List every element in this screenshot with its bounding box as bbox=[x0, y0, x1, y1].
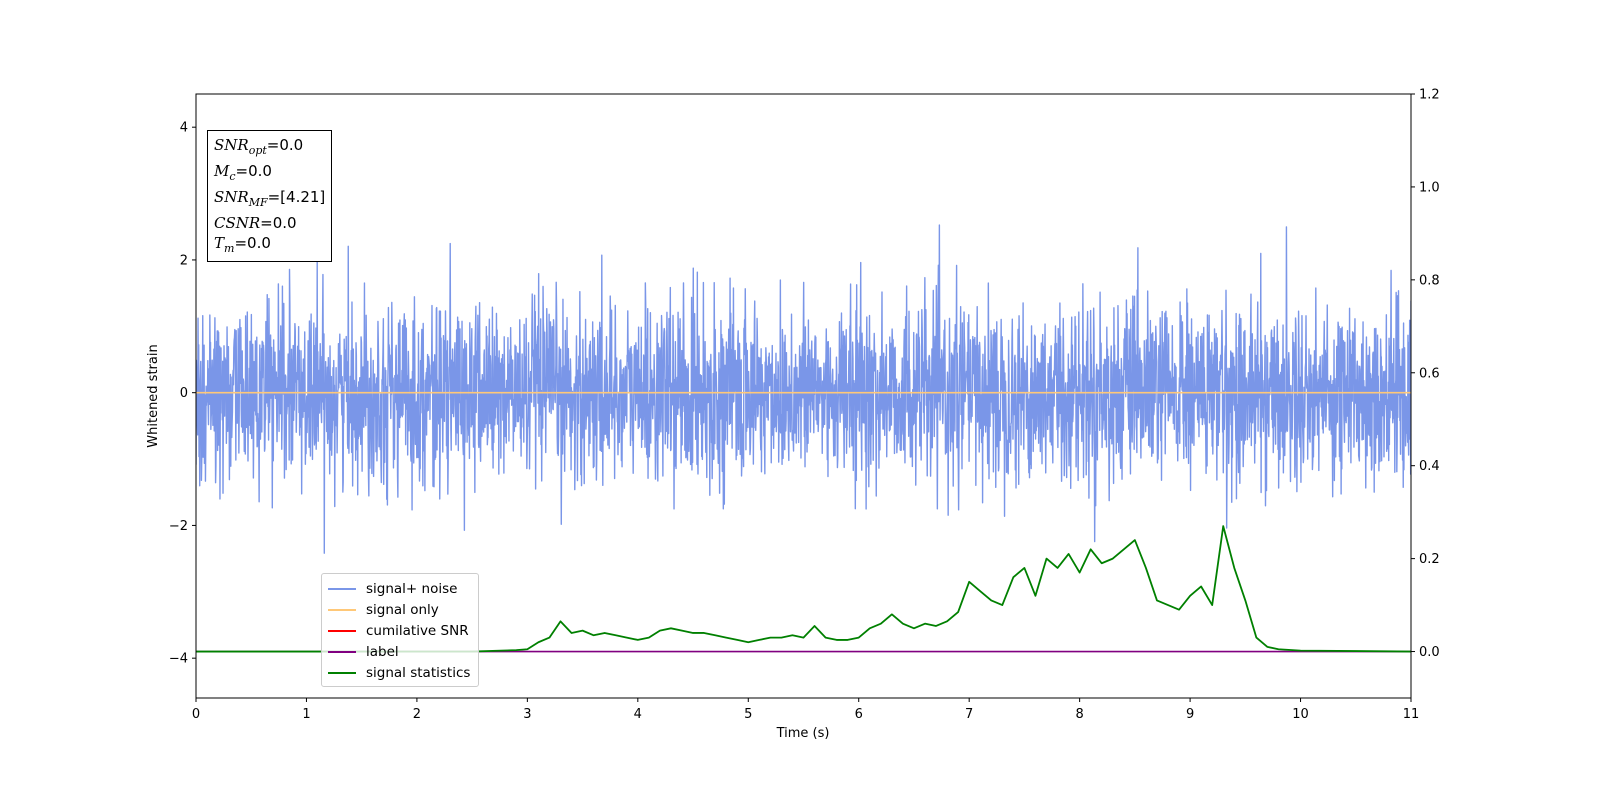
y2-tick-label: 0.0 bbox=[1419, 645, 1440, 660]
legend-swatch bbox=[328, 650, 356, 653]
annotation-snr-opt: SNRopt=0.0 bbox=[214, 136, 304, 157]
plot-frame bbox=[195, 93, 1412, 699]
x-axis-label: Time (s) bbox=[776, 726, 830, 741]
x-tick-label: 4 bbox=[634, 707, 642, 722]
legend-entry-signal-noise: signal+ noise bbox=[328, 578, 470, 599]
y-axis-left: −4 −2 0 2 4 bbox=[169, 121, 196, 667]
x-tick-label: 11 bbox=[1403, 707, 1420, 722]
x-tick-label: 0 bbox=[192, 707, 200, 722]
y-tick-label: 2 bbox=[180, 253, 188, 268]
legend-entry-signal-statistics: signal statistics bbox=[328, 662, 470, 683]
y-axis-right: 0.0 0.2 0.4 0.6 0.8 1.0 1.2 bbox=[1411, 88, 1440, 660]
x-tick-label: 10 bbox=[1292, 707, 1309, 722]
legend-entry-label: label bbox=[328, 641, 470, 662]
y2-tick-label: 1.2 bbox=[1419, 88, 1440, 103]
legend-entry-signal-only: signal only bbox=[328, 599, 470, 620]
legend-label: label bbox=[366, 643, 399, 660]
legend-swatch bbox=[328, 671, 356, 674]
annotation-snr-mf: SNRMF=[4.21] bbox=[214, 188, 326, 209]
x-tick-label: 6 bbox=[855, 707, 863, 722]
legend-entry-cumulative-snr: cumilative SNR bbox=[328, 620, 470, 641]
y2-tick-label: 0.6 bbox=[1419, 366, 1440, 381]
series-signal-statistics bbox=[196, 525, 1411, 653]
x-axis: 0 1 2 3 4 5 6 7 8 9 10 11 bbox=[192, 698, 1419, 722]
x-tick-label: 1 bbox=[302, 707, 310, 722]
chart-legend: signal+ noise signal only cumilative SNR… bbox=[321, 573, 480, 687]
x-tick-label: 9 bbox=[1186, 707, 1194, 722]
x-tick-label: 5 bbox=[744, 707, 752, 722]
x-tick-label: 8 bbox=[1075, 707, 1083, 722]
legend-label: signal statistics bbox=[366, 664, 471, 681]
annotation-box: SNRopt=0.0 Mc=0.0 SNRMF=[4.21] CSNR=0.0 … bbox=[207, 130, 333, 262]
legend-swatch bbox=[328, 629, 356, 632]
y2-tick-label: 1.0 bbox=[1419, 180, 1440, 195]
y-axis-label: Whitened strain bbox=[146, 344, 161, 447]
series-signal-noise bbox=[196, 224, 1411, 554]
annotation-tm: Tm=0.0 bbox=[214, 234, 271, 255]
x-tick-label: 3 bbox=[523, 707, 531, 722]
y-tick-label: −2 bbox=[169, 519, 188, 534]
y-tick-label: 4 bbox=[180, 121, 188, 136]
annotation-csnr: CSNR=0.0 bbox=[214, 214, 297, 232]
annotation-mc: Mc=0.0 bbox=[214, 162, 272, 183]
legend-label: cumilative SNR bbox=[366, 622, 469, 639]
legend-swatch bbox=[328, 587, 356, 590]
legend-label: signal+ noise bbox=[366, 580, 458, 597]
y2-tick-label: 0.8 bbox=[1419, 273, 1440, 288]
y2-tick-label: 0.4 bbox=[1419, 459, 1440, 474]
x-tick-label: 2 bbox=[413, 707, 421, 722]
y2-tick-label: 0.2 bbox=[1419, 552, 1440, 567]
legend-swatch bbox=[328, 608, 356, 611]
legend-label: signal only bbox=[366, 601, 439, 618]
x-tick-label: 7 bbox=[965, 707, 973, 722]
y-tick-label: −4 bbox=[169, 652, 188, 667]
y-tick-label: 0 bbox=[180, 386, 188, 401]
